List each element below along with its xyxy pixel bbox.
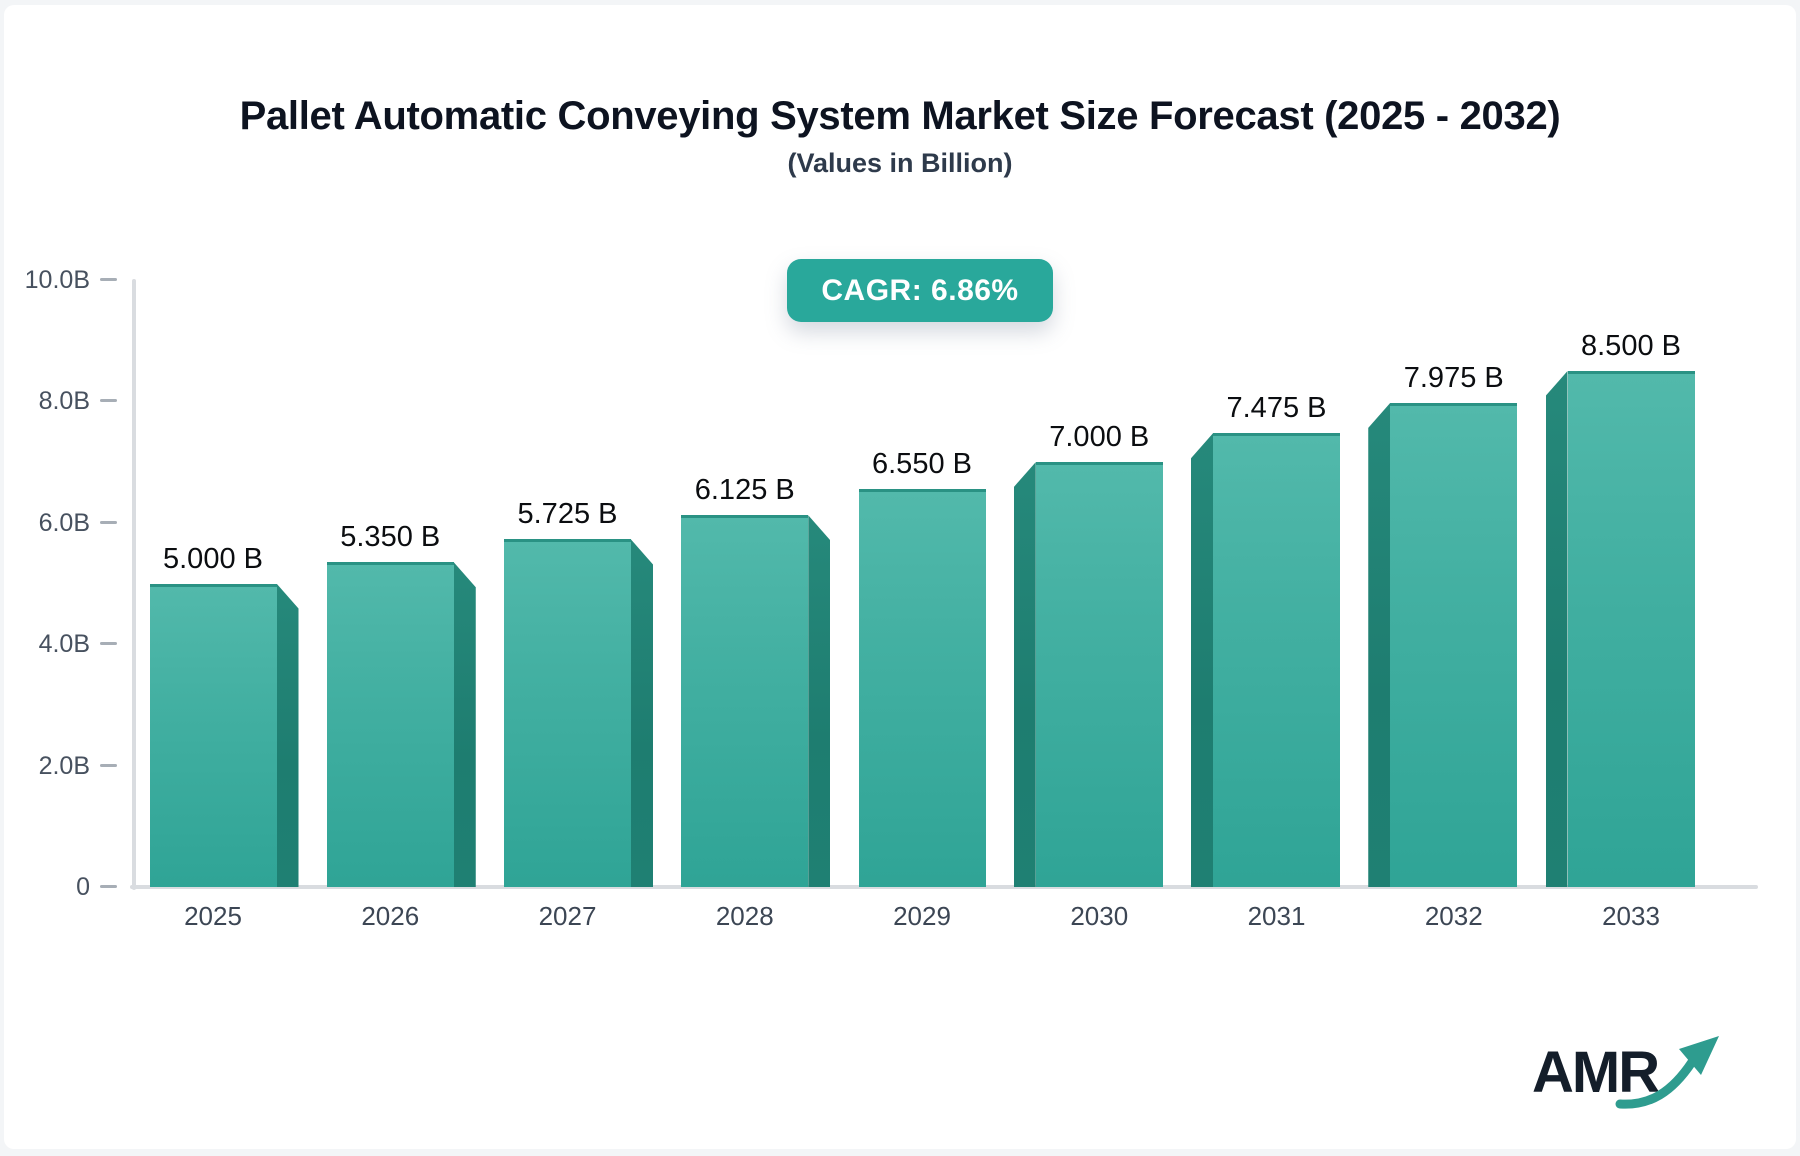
bar-3d-side	[1368, 402, 1391, 887]
x-axis-category-label: 2026	[361, 901, 420, 931]
x-axis-line	[130, 885, 1758, 889]
bar-value-label: 5.725 B	[517, 498, 618, 531]
y-axis-tick	[100, 278, 117, 281]
bar	[1567, 371, 1695, 887]
bar	[504, 539, 631, 887]
bar	[1213, 433, 1340, 887]
growth-arrow-icon	[1615, 1057, 1697, 1109]
amr-logo: AMR	[1532, 1036, 1719, 1109]
x-axis-category-label: 2028	[715, 901, 774, 931]
chart-title: Pallet Automatic Conveying System Market…	[239, 94, 1561, 138]
bar-value-label: 6.550 B	[872, 448, 972, 481]
x-axis-category-label: 2025	[184, 901, 242, 931]
chart-subtitle: (Values in Billion)	[787, 148, 1013, 178]
bar-3d-side	[1191, 433, 1213, 887]
bar-value-label: 7.475 B	[1226, 392, 1327, 425]
y-axis-tick	[100, 885, 117, 888]
bar-3d-side	[276, 583, 299, 887]
y-axis-tick-label: 10.0B	[24, 266, 90, 294]
bar	[858, 489, 986, 887]
y-axis-tick	[100, 520, 117, 524]
bar-value-label: 7.975 B	[1403, 361, 1504, 394]
y-axis-line	[132, 279, 136, 890]
bar-value-label: 8.500 B	[1581, 330, 1681, 363]
x-axis-category-label: 2030	[1070, 901, 1129, 931]
amr-logo-text: AMR	[1532, 1040, 1659, 1105]
x-axis-category-label: 2027	[538, 901, 597, 931]
bar	[326, 562, 454, 887]
y-axis-tick	[100, 399, 117, 403]
x-axis-category-label: 2031	[1247, 901, 1306, 931]
bar	[1390, 402, 1518, 887]
bar-value-label: 5.000 B	[163, 542, 263, 575]
y-axis-tick-label: 4.0B	[38, 630, 90, 659]
y-axis-tick-label: 2.0B	[38, 751, 90, 780]
bar-value-label: 6.125 B	[694, 474, 795, 507]
bar-3d-side	[1545, 371, 1568, 887]
growth-arrowhead-icon	[1679, 1036, 1719, 1075]
y-axis-tick-label: 8.0B	[38, 387, 90, 416]
x-axis-category-label: 2029	[893, 901, 951, 931]
y-axis-tick-label: 6.0B	[38, 508, 90, 537]
bar-value-label: 5.350 B	[340, 521, 441, 554]
bar	[681, 515, 809, 887]
bar-value-label: 7.000 B	[1049, 421, 1150, 454]
bar-3d-side	[631, 539, 653, 887]
cagr-badge: CAGR: 6.86%	[787, 259, 1053, 322]
x-axis-category-label: 2033	[1602, 901, 1660, 931]
x-axis-category-label: 2032	[1424, 901, 1483, 931]
bar-3d-side	[808, 515, 831, 887]
bar-3d-side	[453, 562, 476, 887]
y-axis-tick-label: 0	[76, 873, 90, 901]
bar	[1035, 462, 1163, 887]
bar	[149, 583, 277, 887]
y-axis-tick	[100, 763, 117, 767]
y-axis-tick	[100, 642, 117, 646]
bar-3d-side	[1013, 462, 1036, 887]
